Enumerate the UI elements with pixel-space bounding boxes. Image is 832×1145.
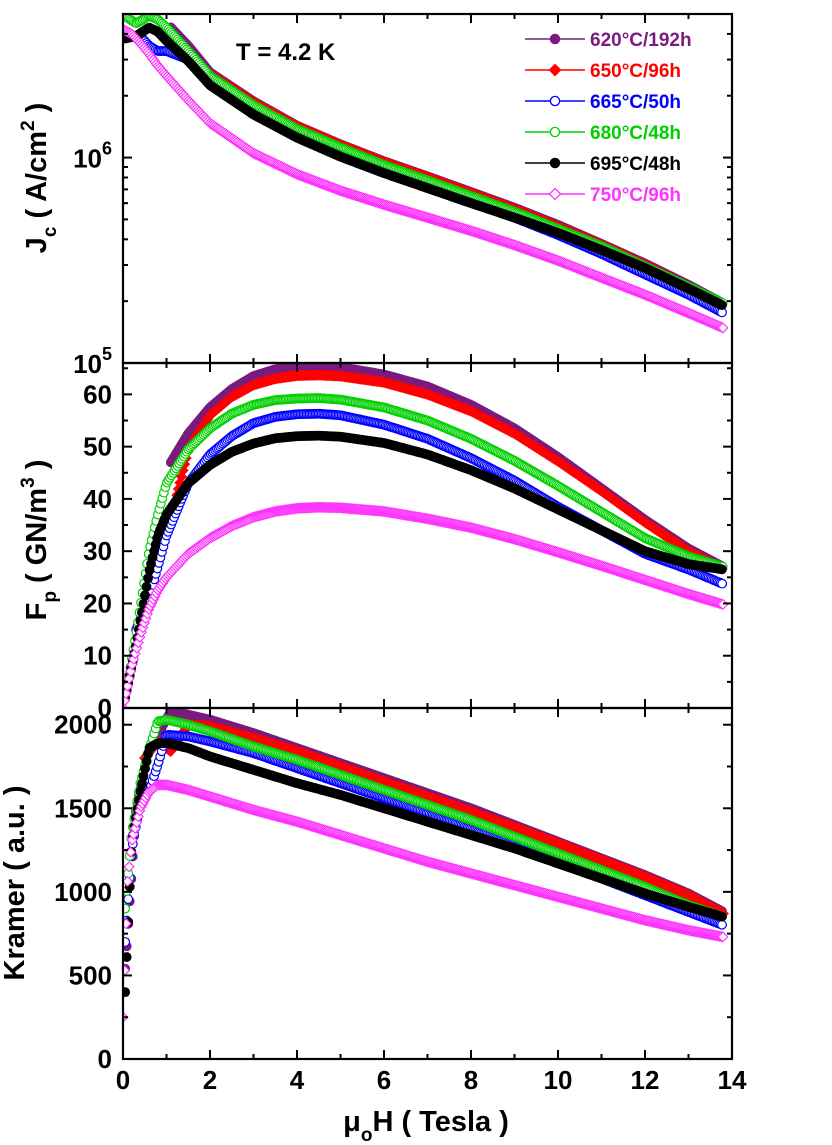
data-marker bbox=[123, 695, 131, 707]
top-series-695-c-48h bbox=[123, 22, 727, 310]
data-marker bbox=[717, 564, 727, 575]
data-marker bbox=[123, 687, 132, 700]
top-series-750-c-96h bbox=[123, 23, 729, 334]
bottom-series-620-c-192h bbox=[123, 708, 727, 974]
middle-panel-plot-area bbox=[123, 363, 729, 708]
top-panel-plot-area bbox=[123, 14, 729, 334]
data-marker bbox=[175, 470, 188, 483]
middle-series-680-c-48h bbox=[123, 393, 728, 690]
data-marker bbox=[717, 300, 727, 310]
data-marker bbox=[717, 322, 729, 334]
middle-series-650-c-96h bbox=[165, 369, 728, 575]
plot-marks-layer bbox=[123, 14, 729, 1023]
data-marker bbox=[143, 573, 153, 584]
middle-series-750-c-96h bbox=[123, 501, 729, 708]
data-marker bbox=[123, 680, 134, 692]
data-marker bbox=[140, 590, 150, 601]
data-marker bbox=[717, 578, 728, 589]
data-marker bbox=[124, 665, 137, 678]
data-marker bbox=[141, 581, 152, 592]
bottom-panel-plot-area bbox=[123, 708, 729, 1023]
middle-series-695-c-48h bbox=[123, 430, 727, 703]
